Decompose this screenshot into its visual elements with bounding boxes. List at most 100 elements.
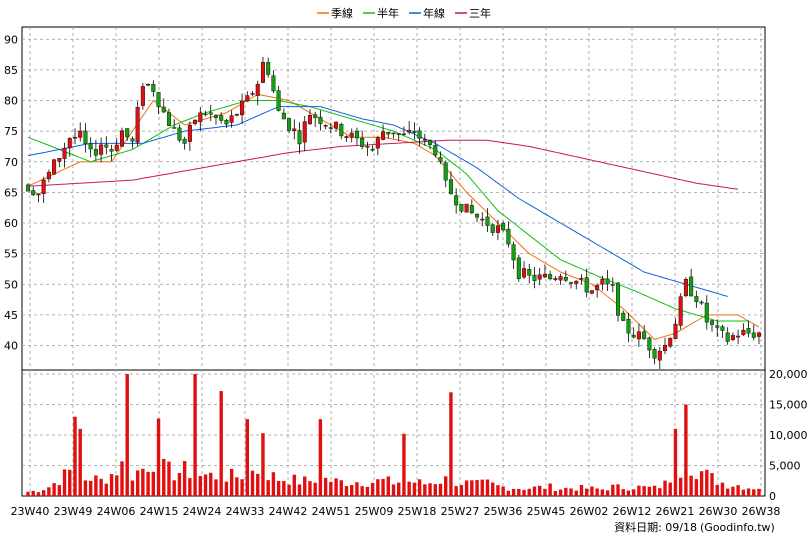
x-tick-label: 24W42: [269, 505, 308, 518]
candle-body: [715, 325, 720, 328]
candle-body: [62, 147, 67, 159]
candle-body: [370, 149, 375, 151]
candle-body: [725, 332, 730, 342]
x-tick-label: 25W09: [355, 505, 394, 518]
volume-bar: [381, 478, 385, 496]
candle-body: [266, 62, 271, 75]
volume-bar: [141, 468, 145, 496]
candle-body: [146, 84, 151, 86]
grid: [22, 27, 765, 496]
volume-bar: [506, 490, 511, 496]
volume-bar: [475, 480, 479, 496]
legend-label-year: 年線: [423, 6, 445, 20]
volume-bar: [323, 477, 328, 496]
candle-body: [652, 349, 657, 359]
volume-bar: [209, 472, 213, 496]
volume-bar: [595, 488, 599, 496]
ma-line-year: [27, 106, 728, 297]
volume-bar: [725, 488, 730, 496]
volume-bar: [736, 485, 740, 496]
volume-bar: [297, 484, 302, 496]
candle-body: [72, 137, 77, 139]
volume-bar: [501, 486, 505, 496]
volume-bar: [553, 491, 558, 496]
candle-body: [616, 282, 621, 316]
x-tick-label: 26W02: [570, 505, 609, 518]
candle-body: [292, 128, 297, 131]
price-tick-label: 75: [4, 125, 18, 138]
candle-body: [52, 159, 57, 175]
volume-bar: [449, 392, 453, 496]
candle-body: [391, 132, 396, 135]
volume-bar: [120, 461, 124, 496]
candle-body: [360, 137, 365, 147]
volume-bar: [57, 485, 62, 496]
x-tick-label: 25W45: [527, 505, 566, 518]
chart-legend: 季線 半年 年線 三年: [317, 6, 491, 20]
volume-bar: [631, 489, 636, 496]
x-tick-label: 25W27: [441, 505, 480, 518]
candle-body: [433, 145, 438, 156]
volume-bar: [600, 489, 605, 496]
candle-body: [271, 75, 276, 92]
legend-label-three-year: 三年: [469, 6, 491, 20]
candle-body: [469, 205, 474, 214]
volume-bar: [564, 487, 568, 496]
volume-tick-label: 20,000: [769, 368, 808, 381]
volume-bar: [438, 483, 443, 496]
candle-body: [198, 112, 203, 123]
candle-body: [699, 301, 704, 304]
candle-body: [532, 274, 537, 282]
candle-body: [589, 290, 594, 294]
candle-body: [99, 144, 104, 155]
volume-bar: [193, 374, 197, 496]
volume-bar: [224, 481, 229, 496]
candle-body: [26, 184, 31, 192]
volume-bar: [235, 477, 239, 496]
volume-bar: [52, 483, 56, 496]
x-tick-label: 23W40: [11, 505, 50, 518]
candle-body: [182, 138, 187, 144]
x-tick-label: 26W21: [656, 505, 695, 518]
axis-labels: 23W40 23W49 24W06 24W15 24W24 24W33 24W42 24W51…: [4, 33, 808, 518]
volume-bar: [99, 478, 103, 496]
candle-body: [490, 224, 495, 233]
candle-body: [663, 345, 668, 352]
candle-body: [229, 115, 234, 123]
volume-bar: [329, 481, 333, 496]
candle-body: [495, 225, 500, 233]
volume-bar: [397, 482, 401, 496]
volume-tick-label: 0: [769, 490, 776, 503]
candle-body: [401, 133, 406, 136]
volume-bar: [203, 474, 208, 496]
volume-bar: [626, 490, 631, 496]
volume-bar: [558, 489, 563, 496]
candle-body: [250, 93, 255, 95]
volume-bar: [699, 471, 704, 496]
volume-bar: [162, 458, 166, 496]
volume-bar: [41, 490, 46, 496]
volume-bar: [88, 480, 93, 496]
candle-body: [93, 149, 98, 156]
candle-body: [328, 127, 333, 129]
candle-body: [177, 127, 182, 141]
volume-bar: [339, 480, 343, 496]
candle-body: [313, 114, 318, 118]
x-tick-label: 25W36: [484, 505, 523, 518]
volume-bar: [313, 482, 317, 496]
candle-body: [736, 335, 741, 338]
volume-panel: [21, 369, 766, 497]
volume-bar: [731, 486, 735, 496]
candle-body: [683, 279, 688, 297]
volume-bar: [68, 469, 72, 496]
candle-body: [119, 130, 124, 147]
volume-bar: [47, 487, 51, 496]
data-date: 資料日期: 09/18: [614, 520, 697, 534]
candle-body: [475, 213, 480, 218]
candle-body: [631, 334, 636, 338]
volume-bar: [652, 485, 657, 496]
candle-body: [710, 320, 715, 325]
price-tick-label: 90: [4, 33, 18, 46]
candle-body: [636, 331, 641, 340]
